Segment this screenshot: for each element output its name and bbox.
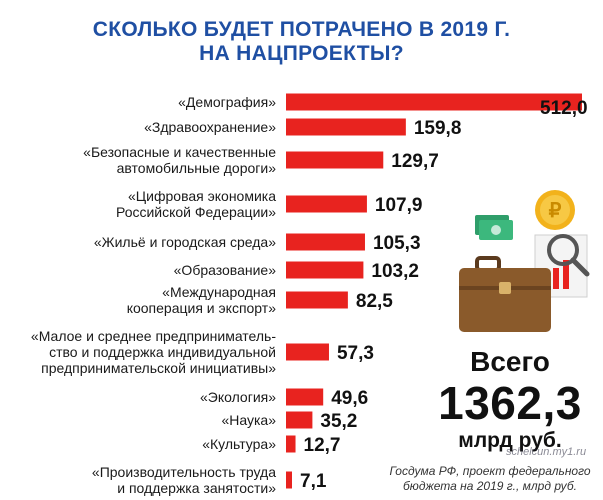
- value-label: 12,7: [304, 435, 341, 456]
- bar: [286, 388, 324, 406]
- value-label: 49,6: [331, 388, 368, 409]
- bar: [286, 471, 292, 489]
- value-label: 129,7: [391, 151, 439, 172]
- value-label: 107,9: [375, 195, 423, 216]
- chart-title-line-2: НА НАЦПРОЕКТЫ?: [199, 42, 404, 65]
- value-label: 35,2: [320, 411, 357, 432]
- category-label: «Цифровая экономика: [128, 188, 276, 204]
- chart-title: СКОЛЬКО БУДЕТ ПОТРАЧЕНО В 2019 Г. НА НАЦ…: [0, 18, 603, 66]
- value-label: 57,3: [337, 343, 374, 364]
- briefcase-icon: [459, 256, 551, 332]
- total-value: 1362,3: [438, 377, 582, 429]
- ruble-coin-icon: ₽: [535, 190, 575, 230]
- budget-illustration: ₽: [459, 190, 590, 332]
- total-word: Всего: [470, 346, 550, 377]
- category-label: «Жильё и городская среда»: [94, 234, 276, 250]
- source-line-2: бюджета на 2019 г., млрд руб.: [403, 479, 577, 493]
- category-label: предпринимательской инициативы»: [41, 360, 276, 376]
- category-label: ство и поддержка индивидуальной: [49, 344, 276, 360]
- category-label: «Производительность труда: [92, 464, 276, 480]
- category-label: «Безопасные и качественные: [83, 144, 276, 160]
- bar: [286, 343, 329, 361]
- source-line-1: Госдума РФ, проект федерального: [389, 464, 591, 478]
- value-label: 159,8: [414, 118, 462, 139]
- bar: [286, 291, 348, 309]
- svg-text:₽: ₽: [549, 200, 562, 222]
- watermark: schelcun.my1.ru: [506, 446, 587, 458]
- category-label: «Демография»: [178, 94, 276, 110]
- category-label: и поддержка занятости»: [117, 480, 276, 496]
- bar: [286, 411, 313, 429]
- category-label: «Наука»: [221, 412, 276, 428]
- category-label: «Культура»: [202, 436, 276, 452]
- value-label: 82,5: [356, 291, 393, 312]
- category-label: «Экология»: [200, 389, 276, 405]
- total-unit: млрд руб.: [458, 429, 562, 452]
- total-block: Всего 1362,3 млрд руб.: [430, 346, 590, 454]
- category-label: «Образование»: [174, 262, 277, 278]
- bar: [286, 93, 582, 111]
- value-label: 105,3: [373, 233, 421, 254]
- category-label: «Малое и среднее предприниматель-: [31, 328, 276, 344]
- bar: [286, 195, 367, 213]
- source-note: Госдума РФ, проект федерального бюджета …: [380, 464, 600, 494]
- chart-title-line-1: СКОЛЬКО БУДЕТ ПОТРАЧЕНО В 2019 Г.: [92, 18, 511, 41]
- category-label: автомобильные дороги»: [117, 160, 277, 176]
- category-label: «Здравоохранение»: [144, 119, 276, 135]
- money-icon: [475, 215, 513, 240]
- category-label: Российской Федерации»: [116, 204, 276, 220]
- category-label: кооперация и экспорт»: [127, 300, 276, 316]
- bar: [286, 118, 406, 136]
- magnifier-icon: [547, 234, 590, 277]
- bar: [286, 151, 384, 169]
- value-label: 7,1: [300, 471, 327, 492]
- bar: [286, 261, 364, 279]
- value-label: 103,2: [371, 261, 419, 282]
- value-label: 512,0: [540, 98, 588, 119]
- bar: [286, 435, 296, 453]
- category-label: «Международная: [162, 284, 276, 300]
- bar: [286, 233, 365, 251]
